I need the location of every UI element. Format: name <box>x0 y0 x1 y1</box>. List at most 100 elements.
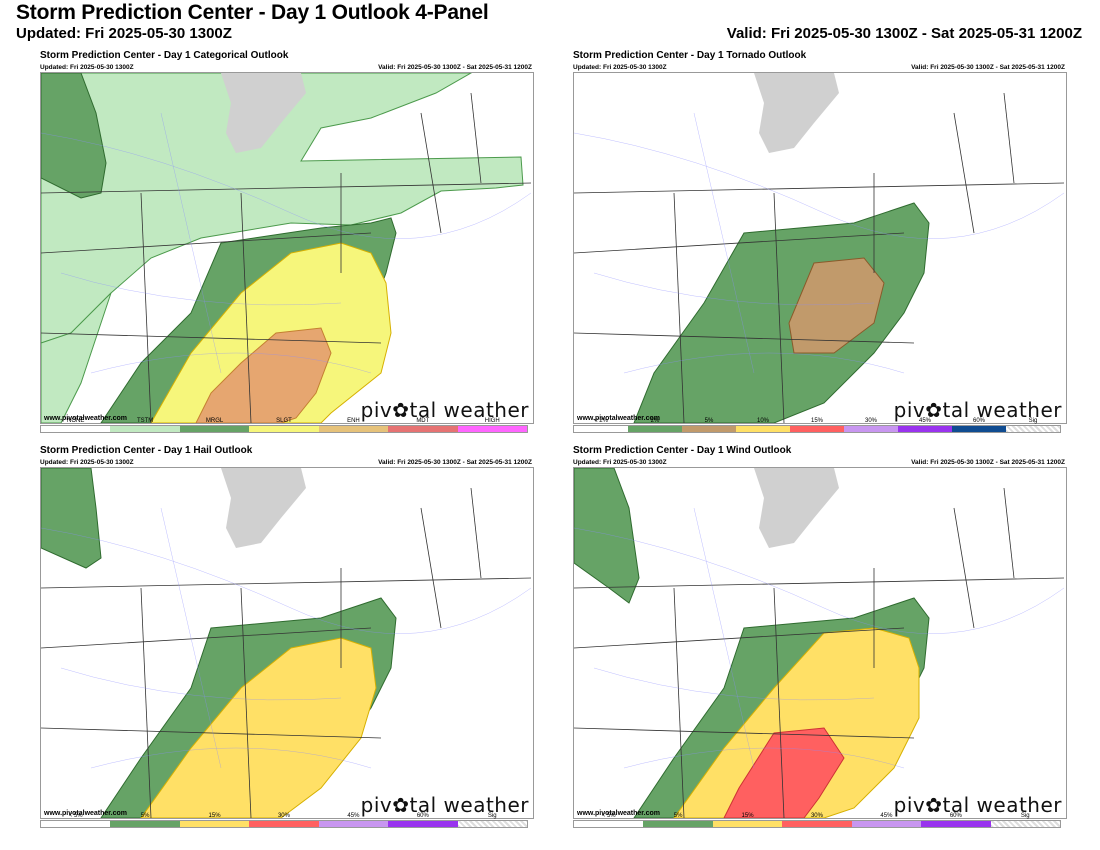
legend-label: SLGT <box>276 418 292 424</box>
legend-swatch: 5% <box>682 418 736 432</box>
legend-label: MDT <box>416 418 430 424</box>
updated-time: Updated: Fri 2025-05-30 1300Z <box>16 25 232 42</box>
site-label: www.pivotalweather.com <box>577 415 660 422</box>
legend-swatch: MDT <box>388 418 458 432</box>
legend: < 5% 5% 15% 30% 45% 60% Sig <box>573 813 1061 828</box>
panel-tornado: Storm Prediction Center - Day 1 Tornado … <box>573 50 1067 435</box>
legend-label: 2% <box>650 418 660 424</box>
tor2-area <box>633 202 930 423</box>
panel-title: Storm Prediction Center - Day 1 Hail Out… <box>40 445 253 456</box>
legend-label: 45% <box>880 813 893 819</box>
legend-label: 30% <box>864 418 877 424</box>
legend-label: 45% <box>347 813 360 819</box>
legend-label: 15% <box>810 418 823 424</box>
legend-swatch: HIGH <box>457 418 527 432</box>
panel-title: Storm Prediction Center - Day 1 Categori… <box>40 50 289 61</box>
legend-label: 10% <box>756 418 769 424</box>
legend-label: 5% <box>704 418 714 424</box>
legend-label: 60% <box>416 813 429 819</box>
legend-swatch: 5% <box>643 813 713 827</box>
legend-swatch: MRGL <box>179 418 250 432</box>
legend-label: 5% <box>140 813 150 819</box>
legend-swatch: < 5% <box>41 813 111 827</box>
brand-logo: piv✿tal weather <box>893 398 1062 422</box>
legend-swatch: < 5% <box>574 813 644 827</box>
legend-swatch: 30% <box>249 813 319 827</box>
map-tornado[interactable]: www.pivotalweather.com piv✿tal weather <box>573 72 1067 424</box>
legend-label: 60% <box>949 813 962 819</box>
legend-label: 15% <box>741 813 754 819</box>
legend-swatch: 45% <box>318 813 389 827</box>
slgt-area <box>150 242 392 423</box>
tstm-area-south <box>41 292 112 423</box>
page-title: Storm Prediction Center - Day 1 Outlook … <box>16 1 489 24</box>
panel-updated: Updated: Fri 2025-05-30 1300Z <box>573 459 667 466</box>
site-label: www.pivotalweather.com <box>44 810 127 817</box>
legend-label: Sig <box>487 813 497 819</box>
panel-wind: Storm Prediction Center - Day 1 Wind Out… <box>573 445 1067 830</box>
panel-valid: Valid: Fri 2025-05-30 1300Z - Sat 2025-0… <box>378 459 532 466</box>
legend-label: < 5% <box>601 813 616 819</box>
hail5-area-west <box>41 468 102 569</box>
legend: < 5% 5% 15% 30% 45% 60% Sig <box>40 813 528 828</box>
legend-swatch: 60% <box>952 418 1006 432</box>
legend-label: TSTM <box>136 418 154 424</box>
legend-swatch: Sig <box>457 813 527 827</box>
site-label: www.pivotalweather.com <box>577 810 660 817</box>
enh-area <box>195 327 332 423</box>
panel-hail: Storm Prediction Center - Day 1 Hail Out… <box>40 445 534 830</box>
legend-swatch: 30% <box>782 813 852 827</box>
legend-label: 5% <box>673 813 683 819</box>
wind15-area <box>673 627 920 818</box>
legend-label: ENH <box>347 418 360 424</box>
legend-label: MRGL <box>205 418 224 424</box>
hail15-area <box>140 637 377 818</box>
great-lakes <box>754 468 839 548</box>
legend-label: 30% <box>277 813 290 819</box>
legend-label: 45% <box>918 418 931 424</box>
legend-label: 15% <box>208 813 221 819</box>
panel-valid: Valid: Fri 2025-05-30 1300Z - Sat 2025-0… <box>911 459 1065 466</box>
panel-categorical: Storm Prediction Center - Day 1 Categori… <box>40 50 534 435</box>
legend-label: 30% <box>810 813 823 819</box>
panel-valid: Valid: Fri 2025-05-30 1300Z - Sat 2025-0… <box>911 64 1065 71</box>
legend-swatch: 60% <box>921 813 991 827</box>
panel-updated: Updated: Fri 2025-05-30 1300Z <box>40 64 134 71</box>
brand-logo: piv✿tal weather <box>893 793 1062 817</box>
legend-label: Sig <box>1028 418 1038 424</box>
legend-swatch: 5% <box>110 813 180 827</box>
legend: NONE TSTM MRGL SLGT ENH MDT HIGH <box>40 418 528 433</box>
legend-swatch: 30% <box>844 418 898 432</box>
map-wind[interactable]: www.pivotalweather.com piv✿tal weather <box>573 467 1067 819</box>
legend-swatch: 15% <box>790 418 844 432</box>
legend-label: < 5% <box>68 813 83 819</box>
panel-title: Storm Prediction Center - Day 1 Tornado … <box>573 50 807 61</box>
tor5-area <box>788 257 885 354</box>
great-lakes <box>221 73 306 153</box>
legend-swatch: 15% <box>712 813 783 827</box>
legend-swatch: 45% <box>851 813 922 827</box>
panel-title: Storm Prediction Center - Day 1 Wind Out… <box>573 445 792 456</box>
legend-label: NONE <box>67 418 85 424</box>
legend-swatch: 45% <box>898 418 952 432</box>
valid-time: Valid: Fri 2025-05-30 1300Z - Sat 2025-0… <box>726 25 1082 42</box>
legend-label: 60% <box>972 418 985 424</box>
wind5-area-west <box>574 468 640 604</box>
map-categorical[interactable]: www.pivotalweather.com piv✿tal weather <box>40 72 534 424</box>
legend-label: < 2% <box>594 418 608 424</box>
map-hail[interactable]: www.pivotalweather.com piv✿tal weather <box>40 467 534 819</box>
legend-swatch: TSTM <box>110 418 180 432</box>
legend-swatch: 60% <box>388 813 458 827</box>
brand-logo: piv✿tal weather <box>360 398 529 422</box>
legend-swatch: SLGT <box>249 418 319 432</box>
wind30-area <box>723 727 845 818</box>
panel-valid: Valid: Fri 2025-05-30 1300Z - Sat 2025-0… <box>378 64 532 71</box>
legend: < 2% 2% 5% 10% 15% 30% 45% 60% Sig <box>573 418 1061 433</box>
great-lakes <box>754 73 839 153</box>
legend-label: HIGH <box>484 418 500 424</box>
legend-swatch: NONE <box>41 418 111 432</box>
legend-swatch: ENH <box>318 418 389 432</box>
site-label: www.pivotalweather.com <box>44 415 127 422</box>
legend-swatch: < 2% <box>574 418 628 432</box>
panel-updated: Updated: Fri 2025-05-30 1300Z <box>40 459 134 466</box>
